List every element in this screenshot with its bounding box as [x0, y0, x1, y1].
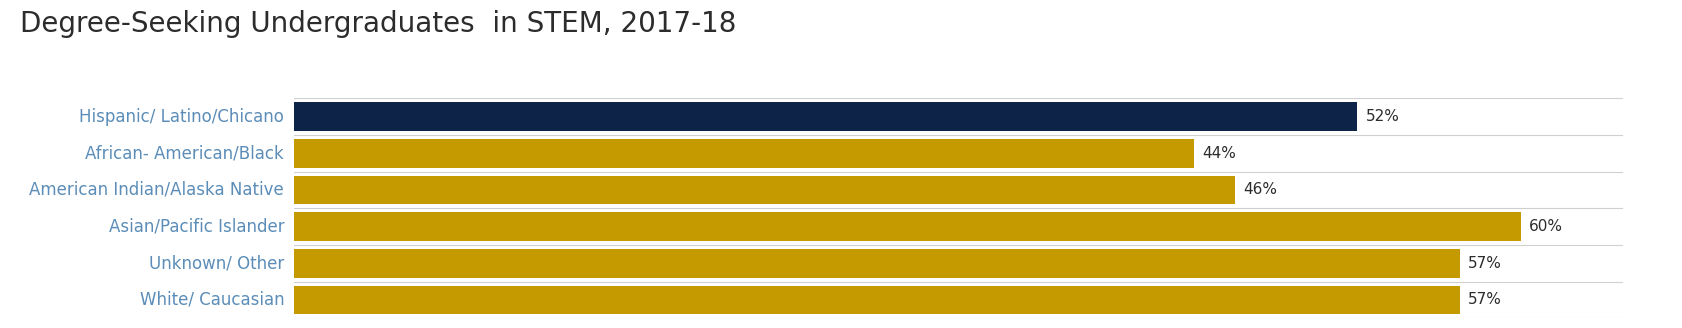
- Text: White/ Caucasian: White/ Caucasian: [140, 291, 284, 309]
- Text: Asian/Pacific Islander: Asian/Pacific Islander: [109, 217, 284, 236]
- Text: American Indian/Alaska Native: American Indian/Alaska Native: [29, 181, 284, 199]
- Bar: [294, 102, 1357, 131]
- Bar: [294, 176, 1235, 204]
- Text: 52%: 52%: [1366, 109, 1399, 124]
- Text: African- American/Black: African- American/Black: [86, 144, 284, 162]
- Text: Unknown/ Other: Unknown/ Other: [150, 254, 284, 272]
- Bar: [294, 249, 1460, 277]
- Text: 57%: 57%: [1468, 292, 1502, 307]
- Bar: [294, 139, 1194, 168]
- Text: Hispanic/ Latino/Chicano: Hispanic/ Latino/Chicano: [79, 108, 284, 126]
- Text: 44%: 44%: [1203, 146, 1236, 161]
- Text: 57%: 57%: [1468, 256, 1502, 271]
- Text: 46%: 46%: [1243, 182, 1277, 197]
- Text: 60%: 60%: [1529, 219, 1563, 234]
- Bar: [294, 286, 1460, 314]
- Text: Degree-Seeking Undergraduates  in STEM, 2017-18: Degree-Seeking Undergraduates in STEM, 2…: [20, 10, 737, 38]
- Bar: [294, 212, 1521, 241]
